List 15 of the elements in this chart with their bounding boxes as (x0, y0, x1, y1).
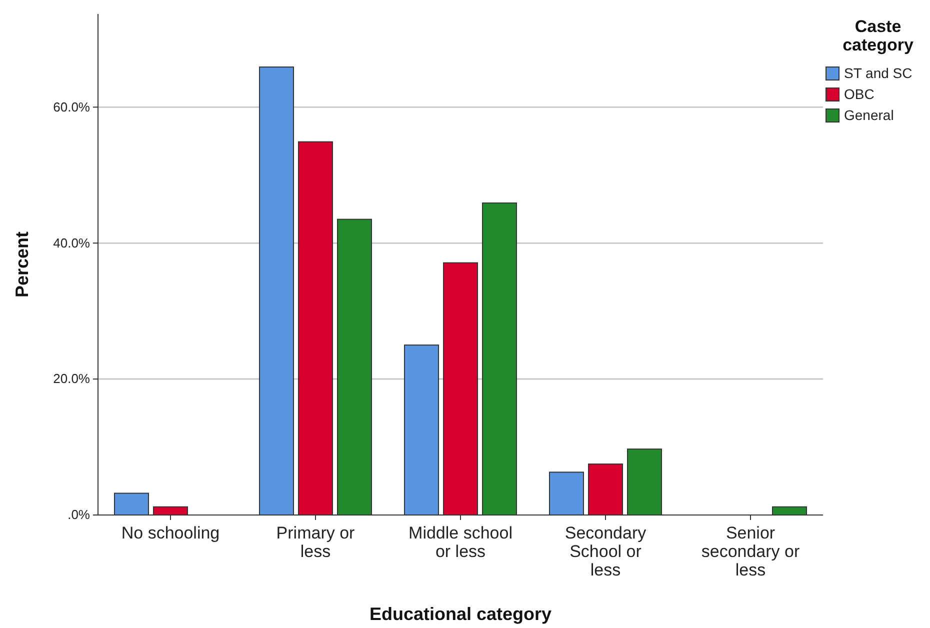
y-axis-title: Percent (12, 231, 32, 298)
x-axis-title: Educational category (369, 604, 552, 624)
x-tick-label: Senior secondary or less (701, 523, 800, 580)
x-tick-label: Secondary School or less (564, 523, 647, 580)
y-tick-label: 60.0% (53, 99, 90, 114)
x-tick-label: No schooling (121, 523, 220, 542)
y-tick-label: .0% (68, 507, 90, 522)
legend-label: ST and SC (844, 65, 912, 81)
legend-label: General (844, 107, 894, 123)
y-tick-label: 20.0% (53, 371, 90, 386)
legend-title: Caste category (842, 17, 914, 55)
legend-label: OBC (844, 86, 874, 102)
y-tick-label: 40.0% (53, 235, 90, 250)
x-tick-label: Middle school or less (408, 523, 512, 561)
x-tick-label: Primary or less (276, 523, 356, 561)
